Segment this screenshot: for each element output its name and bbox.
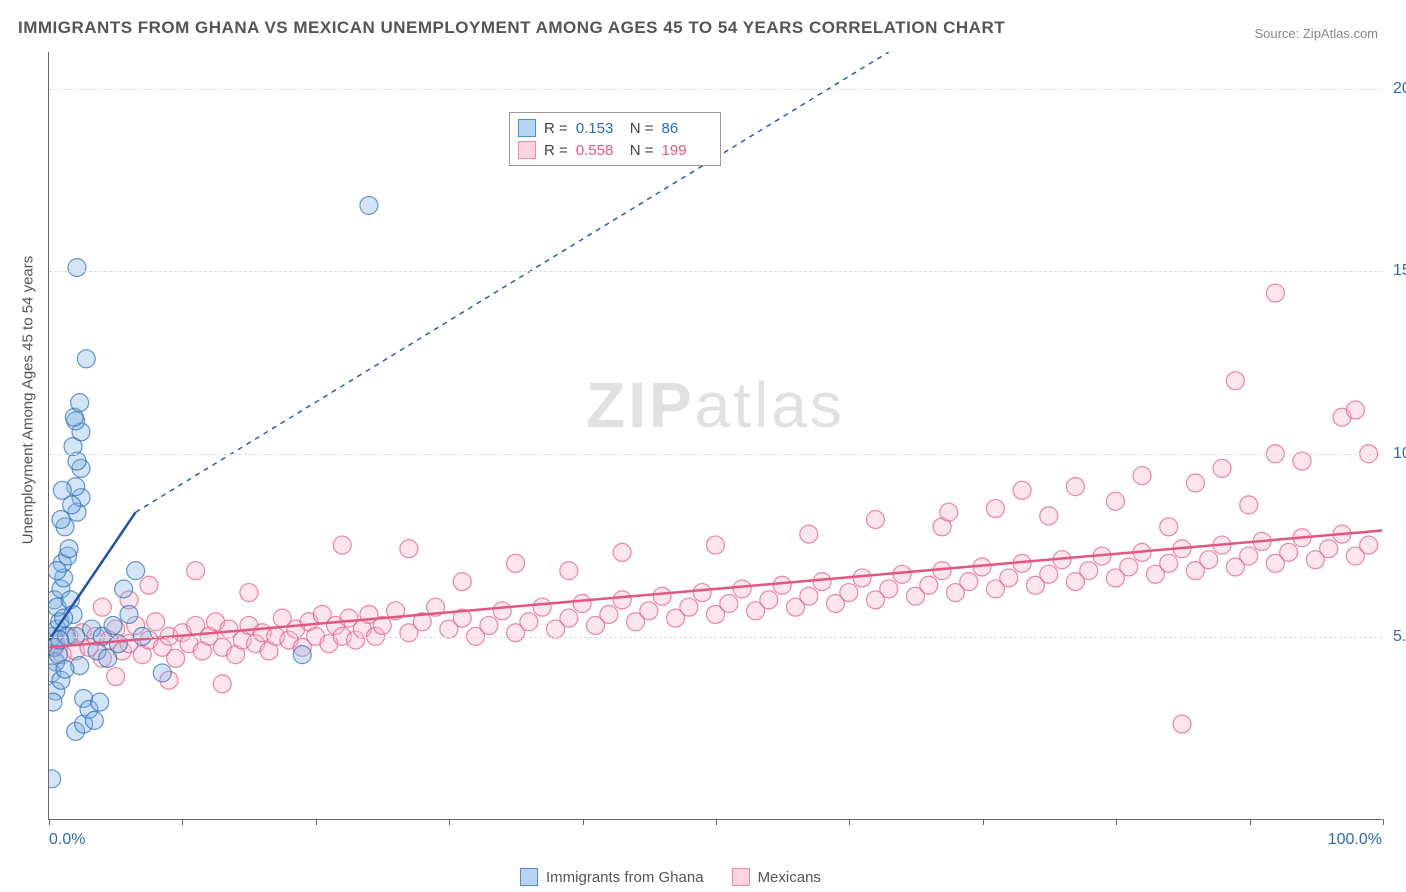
swatch-mexicans-icon [732,868,750,886]
r-value-ghana: 0.153 [576,120,622,137]
legend-label-mexicans: Mexicans [758,869,821,886]
legend-stats: R = 0.153 N = 86 R = 0.558 N = 199 [509,112,721,166]
legend-stats-row-mexicans: R = 0.558 N = 199 [518,139,708,161]
xtick [182,819,183,825]
ytick-label: 10.0% [1385,445,1406,463]
plot-area: ZIPatlas R = 0.153 N = 86 R = 0.558 N = … [48,52,1382,820]
x-axis-max-label: 100.0% [1328,831,1382,849]
swatch-ghana [518,119,536,137]
legend-item-ghana: Immigrants from Ghana [520,868,704,886]
swatch-mexicans [518,141,536,159]
n-value-ghana: 86 [662,120,708,137]
n-value-mexicans: 199 [662,142,708,159]
xtick [1116,819,1117,825]
x-axis-min-label: 0.0% [49,831,85,849]
legend-item-mexicans: Mexicans [732,868,821,886]
xtick [49,819,50,825]
gridline [49,454,1382,455]
ytick-label: 20.0% [1385,80,1406,98]
n-label: N = [630,120,654,137]
legend-label-ghana: Immigrants from Ghana [546,869,704,886]
bottom-legend: Immigrants from Ghana Mexicans [520,868,821,886]
y-axis-title: Unemployment Among Ages 45 to 54 years [20,256,37,545]
legend-stats-row-ghana: R = 0.153 N = 86 [518,117,708,139]
xtick [849,819,850,825]
source-label: Source: ZipAtlas.com [1254,26,1378,41]
xtick [316,819,317,825]
xtick [449,819,450,825]
ytick-label: 15.0% [1385,262,1406,280]
xtick [983,819,984,825]
r-label: R = [544,142,568,159]
xtick [583,819,584,825]
n-label: N = [630,142,654,159]
xtick [1250,819,1251,825]
chart-svg [49,52,1382,819]
chart-title: IMMIGRANTS FROM GHANA VS MEXICAN UNEMPLO… [18,18,1005,38]
ytick-label: 5.0% [1385,628,1406,646]
r-value-mexicans: 0.558 [576,142,622,159]
gridline [49,89,1382,90]
r-label: R = [544,120,568,137]
swatch-ghana-icon [520,868,538,886]
xtick [1383,819,1384,825]
xtick [716,819,717,825]
gridline [49,271,1382,272]
gridline [49,637,1382,638]
